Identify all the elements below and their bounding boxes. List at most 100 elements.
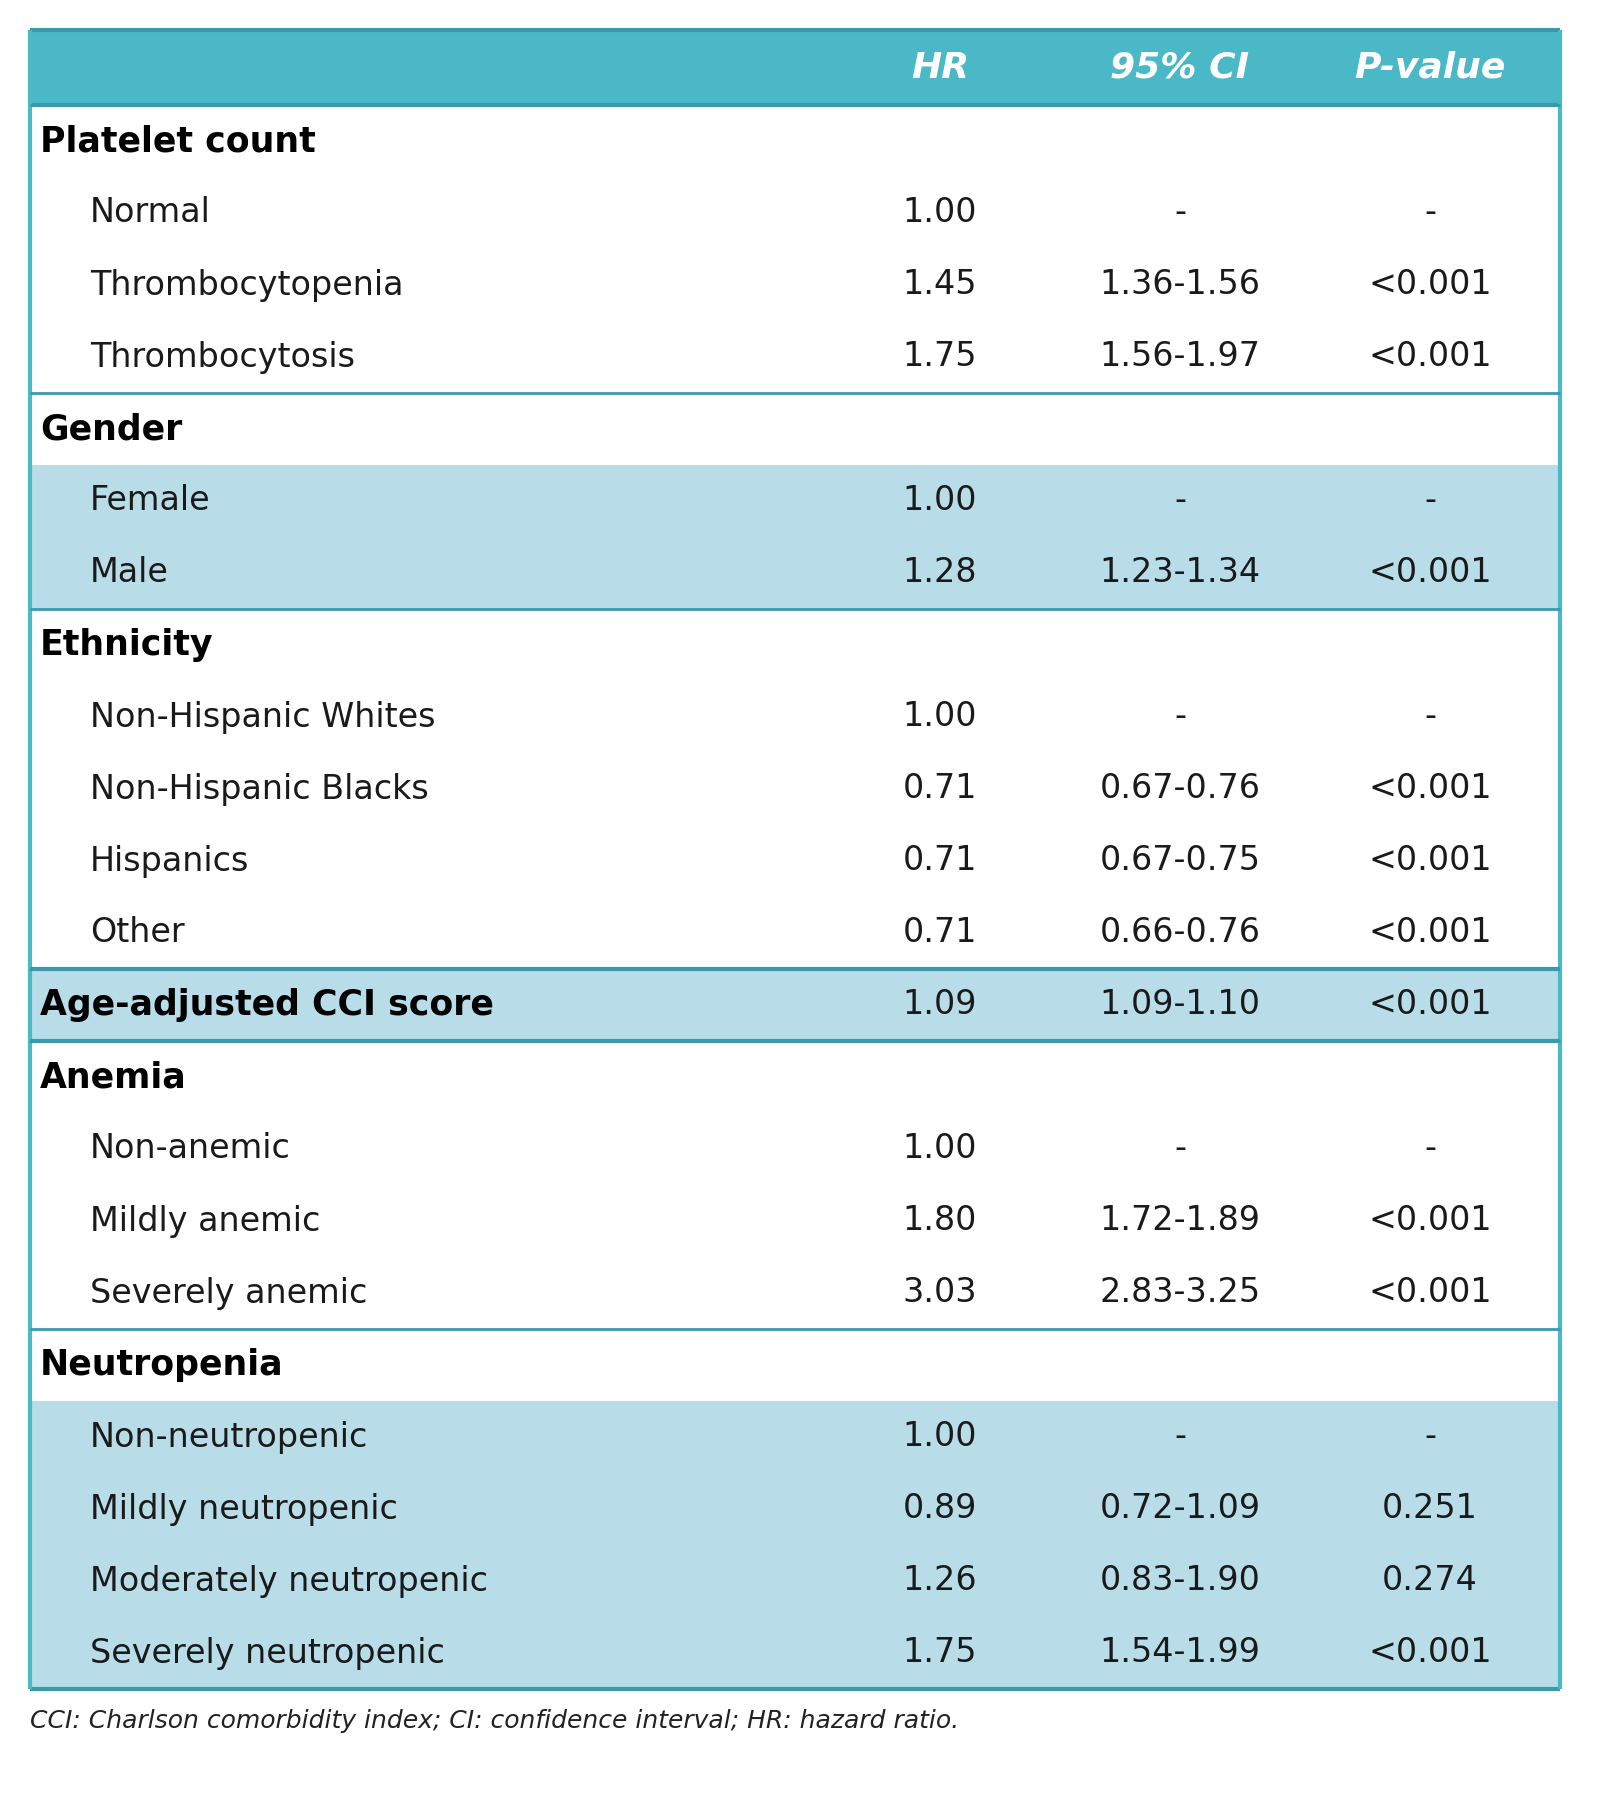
- Bar: [30, 1112, 1561, 1184]
- Bar: [30, 1184, 1561, 1256]
- Text: CCI: Charlson comorbidity index; CI: confidence interval; HR: hazard ratio.: CCI: Charlson comorbidity index; CI: con…: [30, 1708, 959, 1733]
- Text: 0.67-0.76: 0.67-0.76: [1100, 772, 1260, 806]
- Text: -: -: [1425, 484, 1436, 518]
- Text: 0.71: 0.71: [903, 844, 977, 878]
- Bar: [30, 31, 1561, 104]
- Text: 0.251: 0.251: [1382, 1492, 1477, 1526]
- Text: Mildly anemic: Mildly anemic: [90, 1204, 320, 1238]
- Text: <0.001: <0.001: [1369, 844, 1492, 878]
- Text: -: -: [1425, 700, 1436, 734]
- Text: 1.00: 1.00: [903, 196, 977, 229]
- Text: Non-Hispanic Blacks: Non-Hispanic Blacks: [90, 772, 429, 806]
- Text: -: -: [1425, 1420, 1436, 1454]
- Bar: [30, 680, 1561, 752]
- Text: Gender: Gender: [40, 412, 182, 446]
- Text: Hispanics: Hispanics: [90, 844, 249, 878]
- Bar: [30, 248, 1561, 320]
- Text: Non-neutropenic: Non-neutropenic: [90, 1420, 368, 1454]
- Text: 1.00: 1.00: [903, 1132, 977, 1166]
- Bar: [30, 392, 1561, 464]
- Text: -: -: [1425, 1132, 1436, 1166]
- Text: Mildly neutropenic: Mildly neutropenic: [90, 1492, 398, 1526]
- Bar: [30, 320, 1561, 392]
- Text: Platelet count: Platelet count: [40, 124, 315, 158]
- Text: Normal: Normal: [90, 196, 211, 229]
- Bar: [30, 752, 1561, 824]
- Text: <0.001: <0.001: [1369, 268, 1492, 301]
- Text: 0.66-0.76: 0.66-0.76: [1100, 916, 1260, 950]
- Text: 1.09-1.10: 1.09-1.10: [1100, 988, 1260, 1022]
- Text: Thrombocytopenia: Thrombocytopenia: [90, 268, 403, 301]
- Text: 1.75: 1.75: [903, 340, 977, 374]
- Text: 0.89: 0.89: [903, 1492, 977, 1526]
- Bar: [30, 824, 1561, 896]
- Text: -: -: [1174, 484, 1186, 518]
- Text: 1.26: 1.26: [903, 1564, 977, 1598]
- Text: 95% CI: 95% CI: [1110, 50, 1249, 85]
- Text: 1.09: 1.09: [903, 988, 977, 1022]
- Text: -: -: [1174, 196, 1186, 229]
- Text: <0.001: <0.001: [1369, 1636, 1492, 1670]
- Bar: [30, 968, 1561, 1040]
- Bar: [30, 536, 1561, 608]
- Bar: [30, 1544, 1561, 1616]
- Text: -: -: [1174, 700, 1186, 734]
- Text: 1.00: 1.00: [903, 1420, 977, 1454]
- Text: Moderately neutropenic: Moderately neutropenic: [90, 1564, 488, 1598]
- Text: 1.00: 1.00: [903, 484, 977, 518]
- Bar: [30, 1400, 1561, 1472]
- Text: 1.23-1.34: 1.23-1.34: [1100, 556, 1260, 590]
- Text: <0.001: <0.001: [1369, 916, 1492, 950]
- Text: 0.71: 0.71: [903, 916, 977, 950]
- Text: 1.00: 1.00: [903, 700, 977, 734]
- Text: 0.71: 0.71: [903, 772, 977, 806]
- Text: 1.45: 1.45: [903, 268, 977, 301]
- Text: Male: Male: [90, 556, 169, 590]
- Bar: [30, 1256, 1561, 1328]
- Text: <0.001: <0.001: [1369, 556, 1492, 590]
- Bar: [30, 1040, 1561, 1112]
- Text: <0.001: <0.001: [1369, 772, 1492, 806]
- Text: 1.54-1.99: 1.54-1.99: [1100, 1636, 1260, 1670]
- Text: -: -: [1425, 196, 1436, 229]
- Text: <0.001: <0.001: [1369, 1276, 1492, 1310]
- Text: 1.72-1.89: 1.72-1.89: [1100, 1204, 1260, 1238]
- Text: 1.56-1.97: 1.56-1.97: [1100, 340, 1260, 374]
- Text: Other: Other: [90, 916, 184, 950]
- Text: <0.001: <0.001: [1369, 988, 1492, 1022]
- Text: Severely anemic: Severely anemic: [90, 1276, 368, 1310]
- Text: 1.80: 1.80: [903, 1204, 977, 1238]
- Text: 1.28: 1.28: [903, 556, 977, 590]
- Text: Neutropenia: Neutropenia: [40, 1348, 283, 1382]
- Text: Thrombocytosis: Thrombocytosis: [90, 340, 355, 374]
- Text: P-value: P-value: [1354, 50, 1506, 85]
- Bar: [30, 176, 1561, 248]
- Text: 2.83-3.25: 2.83-3.25: [1100, 1276, 1260, 1310]
- Text: Anemia: Anemia: [40, 1060, 187, 1094]
- Text: Female: Female: [90, 484, 211, 518]
- Bar: [30, 608, 1561, 680]
- Text: Ethnicity: Ethnicity: [40, 628, 214, 662]
- Text: Age-adjusted CCI score: Age-adjusted CCI score: [40, 988, 494, 1022]
- Text: Severely neutropenic: Severely neutropenic: [90, 1636, 445, 1670]
- Text: 0.83-1.90: 0.83-1.90: [1100, 1564, 1260, 1598]
- Text: 1.75: 1.75: [903, 1636, 977, 1670]
- Bar: [30, 1472, 1561, 1544]
- Bar: [30, 1328, 1561, 1400]
- Text: <0.001: <0.001: [1369, 1204, 1492, 1238]
- Text: HR: HR: [911, 50, 969, 85]
- Text: 0.274: 0.274: [1382, 1564, 1477, 1598]
- Text: 3.03: 3.03: [903, 1276, 977, 1310]
- Text: -: -: [1174, 1420, 1186, 1454]
- Bar: [30, 464, 1561, 536]
- Text: Non-Hispanic Whites: Non-Hispanic Whites: [90, 700, 435, 734]
- Bar: [30, 896, 1561, 968]
- Bar: [30, 104, 1561, 176]
- Text: Non-anemic: Non-anemic: [90, 1132, 291, 1166]
- Text: -: -: [1174, 1132, 1186, 1166]
- Text: 0.72-1.09: 0.72-1.09: [1100, 1492, 1260, 1526]
- Text: <0.001: <0.001: [1369, 340, 1492, 374]
- Text: 1.36-1.56: 1.36-1.56: [1100, 268, 1260, 301]
- Bar: [30, 1616, 1561, 1688]
- Text: 0.67-0.75: 0.67-0.75: [1100, 844, 1260, 878]
